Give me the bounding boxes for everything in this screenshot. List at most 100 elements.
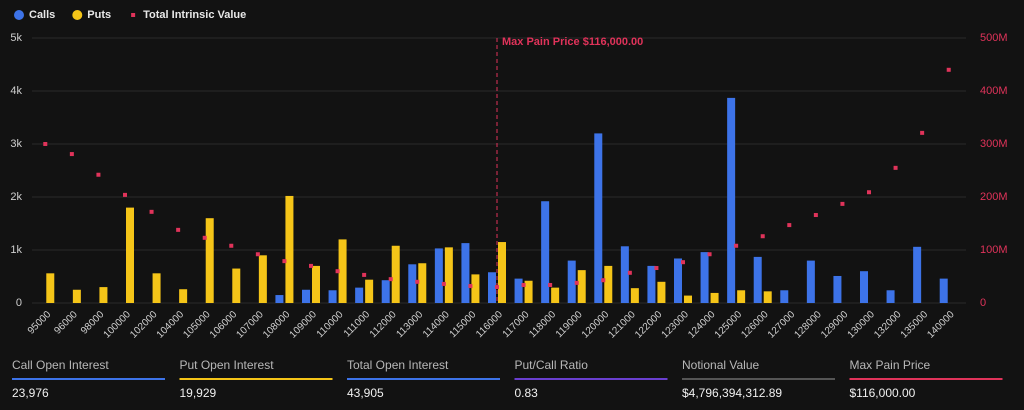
y-tick-label: 4k [10, 85, 22, 97]
bar [46, 273, 55, 303]
y2-tick-label: 300M [980, 138, 1008, 150]
point [654, 266, 659, 271]
stat-label: Notional Value [682, 358, 759, 372]
bar [391, 245, 400, 303]
point [734, 243, 739, 248]
stat-label: Total Open Interest [347, 358, 449, 372]
point [388, 277, 393, 282]
legend-marker [14, 10, 24, 20]
x-tick-label: 132000 [872, 309, 904, 341]
bar [461, 243, 470, 303]
x-tick-label: 104000 [155, 309, 187, 341]
x-tick-label: 112000 [368, 309, 399, 340]
x-tick-label: 115000 [448, 309, 479, 340]
x-tick-label: 95000 [26, 309, 54, 337]
x-tick-label: 124000 [686, 309, 718, 341]
point [787, 223, 792, 228]
bar [418, 263, 427, 303]
bar [604, 265, 613, 303]
point [362, 272, 367, 277]
stat-value: $116,000.00 [850, 386, 916, 400]
bar [488, 272, 496, 303]
bar [328, 290, 337, 303]
bar [541, 201, 550, 303]
point [946, 67, 951, 72]
point [43, 142, 48, 146]
bar [763, 291, 772, 303]
bar [498, 242, 506, 303]
x-tick-label: 128000 [792, 309, 824, 341]
x-tick-label: 123000 [660, 309, 692, 341]
point [335, 269, 340, 274]
bar [594, 133, 603, 303]
x-tick-label: 114000 [421, 309, 452, 340]
bar [806, 260, 815, 303]
max-pain-label: Max Pain Price $116,000.00 [502, 36, 643, 48]
stat-label: Put/Call Ratio [515, 358, 589, 372]
x-tick-label: 117000 [501, 309, 532, 340]
bar [886, 290, 895, 303]
stat-label: Max Pain Price [850, 358, 931, 372]
bar [152, 273, 161, 303]
bar [727, 97, 736, 303]
y2-tick-label: 0 [980, 297, 986, 309]
x-tick-label: 107000 [234, 309, 266, 341]
point [760, 234, 765, 239]
x-tick-label: 119000 [554, 309, 585, 340]
bar [444, 247, 453, 303]
bar [302, 289, 310, 303]
bar [434, 248, 443, 303]
x-tick-label: 111000 [342, 309, 373, 340]
x-tick-label: 135000 [899, 309, 931, 341]
point [123, 192, 127, 197]
x-tick-label: 106000 [208, 309, 240, 341]
y-tick-label: 0 [16, 297, 22, 309]
point [521, 282, 526, 287]
x-tick-label: 140000 [925, 309, 957, 341]
point [441, 281, 446, 286]
x-tick-label: 105000 [181, 309, 213, 341]
x-tick-label: 102000 [128, 309, 160, 341]
bar [338, 239, 347, 303]
bar [674, 258, 682, 303]
point [96, 172, 101, 177]
x-tick-label: 100000 [102, 309, 134, 341]
point [309, 263, 313, 268]
x-tick-label: 126000 [739, 309, 771, 341]
bar [647, 265, 656, 303]
bar [365, 279, 374, 303]
bar [620, 246, 629, 303]
bar [258, 255, 267, 303]
point [707, 252, 712, 257]
bar [232, 268, 241, 303]
y-tick-label: 2k [10, 191, 22, 203]
bar [312, 265, 320, 303]
legend-label: Total Intrinsic Value [143, 9, 246, 21]
x-tick-label: 121000 [606, 309, 638, 341]
legend-marker [72, 10, 83, 20]
bar [860, 271, 868, 303]
bar [381, 280, 390, 303]
point [813, 213, 818, 218]
y-tick-label: 1k [10, 244, 22, 256]
y2-tick-label: 200M [980, 191, 1008, 203]
legend-label: Calls [29, 9, 55, 21]
y-tick-label: 5k [10, 32, 22, 44]
point [415, 279, 420, 284]
x-tick-label: 108000 [261, 309, 293, 341]
y2-tick-label: 400M [980, 85, 1008, 97]
bar [355, 287, 364, 303]
bar [514, 278, 523, 303]
legend-label: Puts [87, 9, 111, 21]
x-tick-label: 129000 [819, 309, 851, 341]
point [255, 252, 260, 257]
point [176, 227, 181, 232]
bar [913, 246, 922, 303]
bar [275, 295, 284, 303]
x-tick-label: 116000 [474, 309, 505, 340]
point [202, 235, 207, 240]
bar [833, 275, 842, 303]
bar [577, 270, 586, 303]
